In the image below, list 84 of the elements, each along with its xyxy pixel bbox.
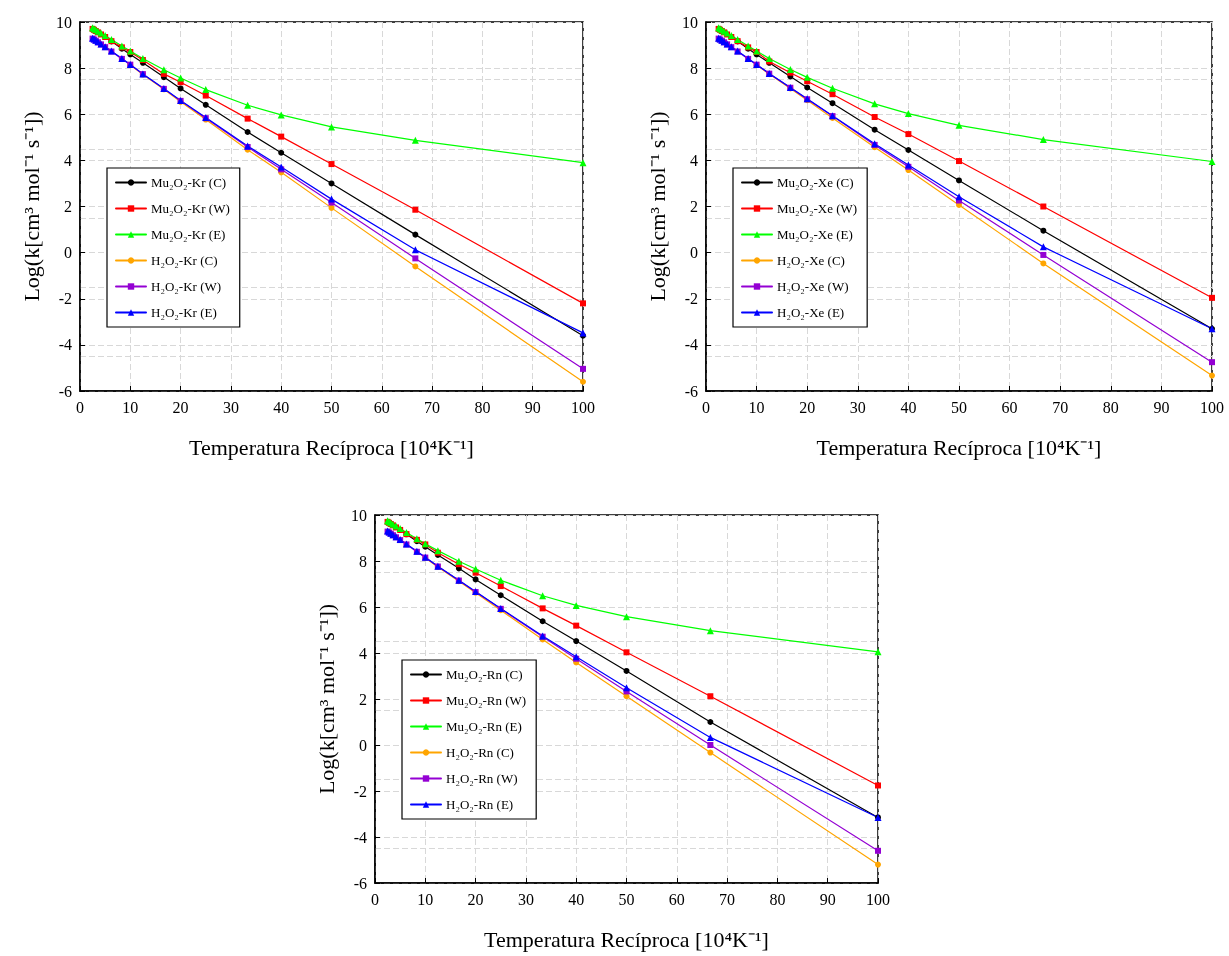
x-tick-label: 10 xyxy=(122,398,139,416)
y-tick-label: -2 xyxy=(353,782,367,800)
x-axis-title: Temperatura Recíproca [10⁴K⁻¹] xyxy=(816,434,1102,460)
x-tick-label: 0 xyxy=(371,890,379,908)
y-tick-label: 2 xyxy=(64,198,72,215)
legend-label: H₂O₂-Kr (E) xyxy=(151,305,217,320)
y-tick-label: 6 xyxy=(690,105,698,123)
y-tick-label: -6 xyxy=(58,382,72,400)
y-tick-label: 2 xyxy=(690,198,698,215)
x-tick-label: 20 xyxy=(799,398,816,416)
x-axis-title: Temperatura Recíproca [10⁴K⁻¹] xyxy=(189,434,474,460)
legend-label: H₂O₂-Rn (C) xyxy=(446,745,514,760)
x-tick-label: 100 xyxy=(866,890,890,908)
y-tick-label: -4 xyxy=(58,336,72,354)
legend-label: Mu₂O₂-Xe (C) xyxy=(777,175,854,190)
x-tick-label: 30 xyxy=(849,398,866,416)
x-tick-label: 80 xyxy=(769,890,786,908)
x-tick-label: 30 xyxy=(517,890,534,908)
legend-label: H₂O₂-Xe (W) xyxy=(777,279,849,294)
x-axis-title: Temperatura Recíproca [10⁴K⁻¹] xyxy=(484,926,769,952)
x-tick-label: 40 xyxy=(568,890,585,908)
x-tick-label: 40 xyxy=(273,398,290,416)
x-tick-label: 10 xyxy=(417,890,434,908)
y-tick-label: -6 xyxy=(684,382,698,400)
x-tick-label: 90 xyxy=(819,890,836,908)
y-tick-label: 0 xyxy=(690,244,698,262)
legend-label: Mu₂O₂-Rn (W) xyxy=(446,693,527,708)
legend-label: H₂O₂-Kr (W) xyxy=(151,279,222,294)
legend-label: H₂O₂-Xe (C) xyxy=(777,253,845,268)
y-tick-label: -2 xyxy=(684,290,698,308)
y-tick-label: 4 xyxy=(690,151,698,169)
x-tick-label: 0 xyxy=(702,398,710,416)
y-tick-label: -2 xyxy=(58,290,72,308)
x-tick-label: 50 xyxy=(951,398,967,416)
y-axis-title: Log(k[cm³ mol⁻¹ s⁻¹]) xyxy=(18,111,44,302)
x-tick-label: 60 xyxy=(373,398,390,416)
y-tick-label: 6 xyxy=(64,105,72,123)
legend-label: Mu₂O₂-Xe (W) xyxy=(777,201,858,216)
x-tick-label: 50 xyxy=(323,398,340,416)
y-tick-label: -6 xyxy=(353,874,367,892)
y-tick-label: 8 xyxy=(690,59,698,77)
legend-label: H₂O₂-Xe (E) xyxy=(777,305,845,320)
legend-label: Mu₂O₂-Kr (W) xyxy=(151,201,230,216)
x-tick-label: 30 xyxy=(222,398,239,416)
x-tick-label: 70 xyxy=(424,398,441,416)
y-tick-label: 6 xyxy=(359,598,367,616)
y-tick-label: 4 xyxy=(64,151,72,169)
y-tick-label: 0 xyxy=(359,736,367,754)
y-tick-label: 10 xyxy=(351,506,367,524)
y-tick-label: 2 xyxy=(359,690,367,708)
legend-label: H₂O₂-Kr (C) xyxy=(151,253,218,268)
legend-label: Mu₂O₂-Xe (E) xyxy=(777,227,853,242)
legend-label: Mu₂O₂-Rn (E) xyxy=(446,719,522,734)
y-tick-label: 10 xyxy=(56,13,72,31)
x-tick-label: 100 xyxy=(571,398,595,416)
x-tick-label: 60 xyxy=(1001,398,1018,416)
y-tick-label: 8 xyxy=(359,552,367,570)
x-tick-label: 70 xyxy=(1052,398,1069,416)
legend-label: Mu₂O₂-Kr (C) xyxy=(151,175,227,190)
y-tick-label: 10 xyxy=(682,13,698,31)
y-tick-label: 8 xyxy=(64,59,72,77)
x-tick-label: 100 xyxy=(1200,398,1224,416)
x-tick-label: 90 xyxy=(1153,398,1170,416)
y-tick-label: -4 xyxy=(353,828,367,846)
legend-label: Mu₂O₂-Kr (E) xyxy=(151,227,226,242)
x-tick-label: 20 xyxy=(172,398,189,416)
y-tick-label: 0 xyxy=(64,244,72,262)
x-tick-label: 40 xyxy=(900,398,917,416)
legend-label: Mu₂O₂-Rn (C) xyxy=(446,667,523,682)
x-tick-label: 70 xyxy=(719,890,736,908)
x-tick-label: 80 xyxy=(1102,398,1119,416)
x-tick-label: 0 xyxy=(76,398,84,416)
x-tick-label: 10 xyxy=(748,398,765,416)
x-tick-label: 80 xyxy=(474,398,491,416)
y-tick-label: 4 xyxy=(359,644,367,662)
x-tick-label: 20 xyxy=(467,890,484,908)
legend-label: H₂O₂-Rn (E) xyxy=(446,797,514,812)
x-tick-label: 60 xyxy=(668,890,685,908)
y-axis-title: Log(k[cm³ mol⁻¹ s⁻¹]) xyxy=(644,111,670,302)
legend-label: H₂O₂-Rn (W) xyxy=(446,771,518,786)
x-tick-label: 90 xyxy=(524,398,541,416)
x-tick-label: 50 xyxy=(618,890,635,908)
y-axis-title: Log(k[cm³ mol⁻¹ s⁻¹]) xyxy=(313,603,339,795)
y-tick-label: -4 xyxy=(684,336,698,354)
